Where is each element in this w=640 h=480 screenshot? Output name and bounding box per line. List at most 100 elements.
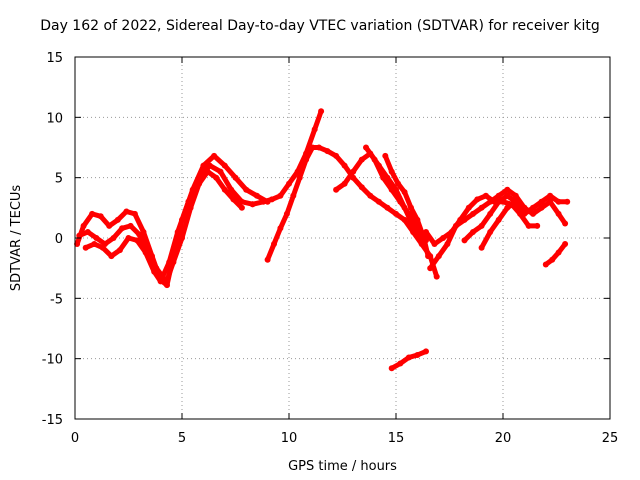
data-point: [93, 235, 100, 241]
data-point: [367, 192, 374, 199]
x-tick-label: 10: [281, 431, 298, 446]
x-tick-label: 0: [71, 431, 79, 446]
data-point: [221, 162, 228, 169]
data-point: [134, 237, 141, 244]
data-point: [74, 241, 81, 247]
data-point: [232, 174, 239, 181]
chart-title: Day 162 of 2022, Sidereal Day-to-day VTE…: [40, 18, 600, 34]
data-point: [89, 210, 96, 217]
y-tick-label: 10: [46, 111, 63, 126]
data-point: [84, 229, 91, 235]
data-point: [196, 180, 203, 187]
data-point: [487, 229, 494, 235]
data-point: [243, 186, 250, 193]
data-point: [106, 222, 113, 229]
data-point: [504, 186, 511, 193]
data-point: [286, 180, 292, 187]
data-point: [114, 216, 121, 223]
data-point: [382, 152, 389, 159]
data-point: [397, 198, 404, 205]
data-point: [388, 365, 395, 372]
series-arc5: [264, 144, 440, 280]
data-point: [478, 244, 485, 251]
data-point: [187, 204, 194, 211]
data-point: [433, 273, 440, 280]
data-point: [76, 232, 83, 239]
series-line: [543, 241, 568, 267]
x-tick-label: 15: [388, 431, 405, 446]
data-point: [151, 268, 158, 275]
data-point: [470, 229, 476, 235]
data-point: [487, 210, 494, 217]
data-point: [164, 282, 170, 289]
data-point: [444, 241, 451, 247]
y-tick-label: 15: [46, 51, 63, 66]
data-point: [538, 204, 545, 211]
series-arc9: [388, 348, 429, 372]
x-tick-label: 25: [602, 431, 619, 446]
data-point: [425, 253, 432, 260]
x-axis-label: GPS time / hours: [288, 459, 397, 474]
data-point: [136, 231, 143, 238]
series-arc14: [542, 241, 569, 268]
data-point: [401, 216, 408, 223]
data-point: [562, 241, 569, 247]
data-point: [283, 210, 290, 217]
data-point: [487, 198, 494, 205]
data-point: [512, 192, 519, 199]
data-point: [341, 180, 348, 187]
data-point: [414, 216, 421, 223]
data-point: [316, 144, 322, 151]
data-point: [80, 222, 87, 229]
data-point: [427, 265, 434, 272]
data-point: [217, 168, 224, 175]
data-layer: [74, 108, 571, 372]
data-point: [431, 241, 438, 247]
data-point: [211, 152, 218, 159]
data-point: [318, 108, 325, 115]
y-tick-label: -5: [50, 292, 63, 307]
data-point: [555, 198, 562, 205]
data-point: [290, 192, 297, 199]
data-point: [277, 192, 284, 199]
data-point: [534, 222, 541, 229]
data-point: [228, 186, 235, 193]
data-point: [324, 148, 331, 155]
data-point: [125, 235, 132, 241]
data-point: [131, 210, 138, 217]
data-point: [213, 174, 220, 181]
data-point: [547, 192, 554, 199]
data-point: [271, 241, 277, 247]
series-arc10: [423, 192, 541, 247]
series-arc13: [478, 198, 569, 251]
series-arc2: [76, 162, 256, 280]
y-tick-label: -10: [42, 353, 63, 368]
data-point: [435, 253, 442, 260]
data-point: [414, 352, 421, 358]
data-point: [405, 210, 412, 217]
data-point: [474, 196, 481, 203]
data-point: [249, 201, 256, 208]
data-point: [401, 189, 408, 196]
data-point: [564, 198, 571, 205]
data-point: [461, 237, 468, 244]
data-point: [116, 247, 123, 254]
data-point: [127, 222, 134, 229]
data-point: [221, 186, 228, 193]
data-point: [555, 210, 562, 217]
series-line: [250, 108, 324, 207]
data-point: [358, 184, 365, 191]
data-point: [395, 180, 402, 187]
data-point: [495, 216, 502, 223]
data-point: [423, 229, 429, 235]
data-point: [562, 220, 569, 227]
data-point: [384, 204, 391, 211]
data-point: [333, 186, 340, 193]
data-point: [375, 198, 382, 205]
axis-ticks: 0 5 10 15 20 25 -15 -10 -5 0 5 10 15: [42, 51, 619, 446]
data-point: [164, 277, 170, 284]
data-point: [123, 208, 130, 215]
data-point: [542, 261, 549, 268]
data-point: [303, 156, 310, 163]
data-point: [179, 235, 185, 241]
